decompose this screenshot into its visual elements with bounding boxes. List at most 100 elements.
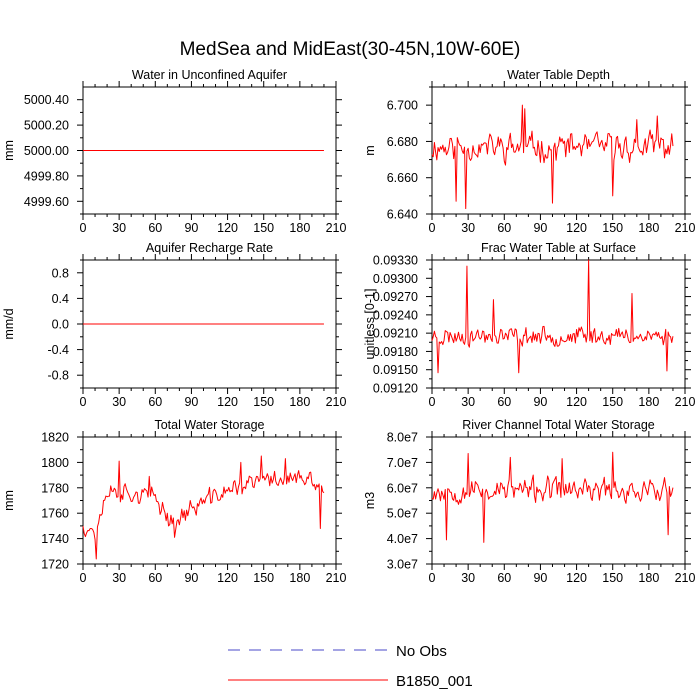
x-tick-label: 30 <box>461 571 475 585</box>
x-tick-label: 30 <box>112 221 126 235</box>
plot-frame <box>431 436 686 565</box>
x-tick-label: 60 <box>148 571 162 585</box>
y-tick-label: -0.4 <box>47 343 69 357</box>
x-tick-label: 180 <box>289 395 310 409</box>
chart-panel-6: River Channel Total Water Storage m3 0 30 60… <box>363 418 695 585</box>
legend-obs-label: No Obs <box>396 643 447 660</box>
x-tick-label: 0 <box>80 571 87 585</box>
legend-model-label: B1850_001 <box>396 673 473 690</box>
x-tick-label: 120 <box>566 395 587 409</box>
chart-panel-4: Frac Water Table at Surface unitless [0-1… <box>363 241 695 409</box>
x-tick-label: 120 <box>217 571 238 585</box>
x-tick-label: 60 <box>497 395 511 409</box>
chart-title: Water in Unconfined Aquifer <box>132 68 287 82</box>
y-tick-label: 8.0e7 <box>387 431 418 445</box>
x-tick-label: 150 <box>253 221 274 235</box>
x-tick-label: 120 <box>217 395 238 409</box>
chart-panel-3: Aquifer Recharge Rate mm/d 0 30 60 90 120 150 18… <box>2 241 346 409</box>
chart-title: River Channel Total Water Storage <box>462 418 655 432</box>
legend: No Obs B1850_001 <box>228 643 473 690</box>
x-tick-label: 30 <box>112 571 126 585</box>
y-tick-label: 4999.80 <box>24 169 69 183</box>
x-tick-label: 210 <box>675 221 696 235</box>
x-tick-label: 120 <box>566 571 587 585</box>
x-tick-label: 90 <box>184 571 198 585</box>
series-line-b1850_001 <box>431 104 674 210</box>
y-tick-label: 5000.40 <box>24 93 69 107</box>
x-tick-label: 0 <box>80 221 87 235</box>
x-tick-label: 0 <box>429 571 436 585</box>
y-tick-label: 3.0e7 <box>387 558 418 572</box>
x-tick-label: 150 <box>253 395 274 409</box>
x-tick-label: 210 <box>326 221 347 235</box>
y-tick-label: 6.680 <box>387 135 418 149</box>
y-tick-label: 0.09330 <box>373 254 418 268</box>
x-tick-label: 180 <box>289 571 310 585</box>
x-tick-label: 90 <box>184 395 198 409</box>
y-tick-label: 0.4 <box>52 292 69 306</box>
x-tick-label: 90 <box>184 221 198 235</box>
y-axis-label: unitless [0-1] <box>363 289 377 360</box>
y-tick-label: 6.640 <box>387 208 418 222</box>
chart-panel-5: Total Water Storage mm 0 30 60 90 120 150 180 210… <box>2 418 346 585</box>
x-tick-label: 150 <box>602 395 623 409</box>
x-tick-label: 0 <box>429 395 436 409</box>
x-tick-label: 0 <box>80 395 87 409</box>
plot-frame <box>431 86 686 215</box>
x-tick-label: 180 <box>638 571 659 585</box>
x-tick-label: 30 <box>461 395 475 409</box>
chart-panels: Water in Unconfined Aquifer mm 0 30 60 90 120 1… <box>2 68 695 585</box>
x-tick-label: 150 <box>602 221 623 235</box>
y-tick-label: 0.09120 <box>373 382 418 396</box>
x-tick-label: 120 <box>217 221 238 235</box>
x-tick-label: 30 <box>461 221 475 235</box>
x-tick-label: 60 <box>148 221 162 235</box>
chart-title: Water Table Depth <box>507 68 610 82</box>
y-tick-label: 7.0e7 <box>387 456 418 470</box>
y-tick-label: 0.09180 <box>373 345 418 359</box>
y-tick-label: 0.09150 <box>373 363 418 377</box>
series-line-b1850_001 <box>431 451 674 543</box>
chart-panel-1: Water in Unconfined Aquifer mm 0 30 60 90 120 1… <box>2 68 346 235</box>
y-tick-label: 0.8 <box>52 266 69 280</box>
chart-title: Total Water Storage <box>154 418 264 432</box>
y-tick-label: 0.0 <box>52 318 69 332</box>
y-tick-label: 4999.60 <box>24 195 69 209</box>
y-tick-label: 5.0e7 <box>387 507 418 521</box>
y-tick-label: 0.09240 <box>373 308 418 322</box>
x-tick-label: 30 <box>112 395 126 409</box>
y-tick-label: 1800 <box>41 456 69 470</box>
x-tick-label: 180 <box>638 221 659 235</box>
y-axis-label: mm <box>2 140 16 161</box>
figure-title: MedSea and MidEast(30-45N,10W-60E) <box>180 39 521 60</box>
x-tick-label: 60 <box>497 571 511 585</box>
y-tick-label: 4.0e7 <box>387 532 418 546</box>
y-tick-label: 6.700 <box>387 99 418 113</box>
x-tick-label: 210 <box>675 571 696 585</box>
y-tick-label: 1760 <box>41 507 69 521</box>
y-axis-label: mm/d <box>2 308 16 339</box>
y-axis-label: m <box>363 145 377 155</box>
x-tick-label: 180 <box>638 395 659 409</box>
x-tick-label: 210 <box>326 571 347 585</box>
x-tick-label: 210 <box>326 395 347 409</box>
x-tick-label: 0 <box>429 221 436 235</box>
y-tick-label: -0.8 <box>47 369 69 383</box>
x-tick-label: 210 <box>675 395 696 409</box>
x-tick-label: 90 <box>533 571 547 585</box>
chart-title: Aquifer Recharge Rate <box>146 241 273 255</box>
y-tick-label: 5000.00 <box>24 144 69 158</box>
chart-title: Frac Water Table at Surface <box>481 241 636 255</box>
x-tick-label: 120 <box>566 221 587 235</box>
y-tick-label: 6.660 <box>387 171 418 185</box>
chart-panel-2: Water Table Depth m 0 30 60 90 120 150 180 210 6.6… <box>363 68 695 235</box>
x-tick-label: 60 <box>497 221 511 235</box>
x-tick-label: 150 <box>602 571 623 585</box>
series-line-b1850_001 <box>431 259 674 374</box>
x-tick-label: 180 <box>289 221 310 235</box>
x-tick-label: 90 <box>533 221 547 235</box>
plot-frame <box>431 259 686 389</box>
x-tick-label: 90 <box>533 395 547 409</box>
y-tick-label: 6.0e7 <box>387 481 418 495</box>
